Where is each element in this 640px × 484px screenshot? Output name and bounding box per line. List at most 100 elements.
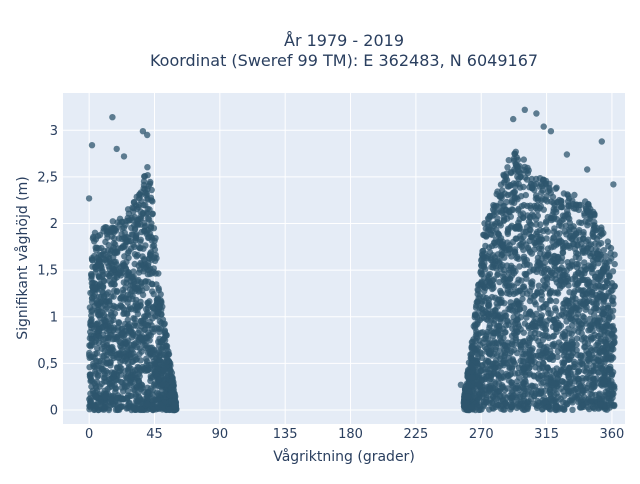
data-point <box>547 271 554 278</box>
data-point <box>511 150 518 157</box>
data-point <box>133 355 140 363</box>
data-point <box>595 339 602 346</box>
data-point <box>119 330 126 338</box>
data-point <box>527 330 534 337</box>
data-point <box>547 128 555 135</box>
data-point <box>543 252 550 260</box>
data-point <box>493 265 500 272</box>
data-point <box>501 386 509 394</box>
data-point <box>477 267 485 275</box>
data-point <box>125 210 133 217</box>
data-point <box>519 358 526 365</box>
data-point <box>543 235 550 242</box>
data-point <box>534 197 542 204</box>
data-point <box>150 225 158 232</box>
data-point <box>133 205 141 213</box>
data-point <box>100 353 108 360</box>
data-point <box>144 131 151 139</box>
data-point <box>599 380 607 387</box>
data-point <box>525 324 533 332</box>
data-point <box>590 226 597 233</box>
data-point <box>105 289 112 296</box>
data-point <box>592 273 599 281</box>
data-point <box>94 373 101 380</box>
data-point <box>555 393 562 401</box>
data-point <box>529 278 536 285</box>
y-tick-labels: 0 0,5 1 1,5 2 2,5 3 <box>37 124 58 419</box>
data-point <box>483 331 491 338</box>
data-point <box>545 378 552 385</box>
data-point <box>89 257 96 264</box>
data-point <box>486 377 493 384</box>
data-point <box>574 280 581 287</box>
data-point <box>107 331 114 338</box>
data-point <box>97 308 104 315</box>
data-point <box>124 373 131 380</box>
data-point <box>523 176 531 183</box>
data-point <box>602 391 609 399</box>
data-point <box>127 237 135 245</box>
data-point <box>145 234 152 242</box>
data-point <box>506 245 513 252</box>
data-point <box>99 323 107 330</box>
data-point <box>544 265 551 273</box>
data-point <box>521 320 529 327</box>
data-point <box>520 156 527 163</box>
data-point <box>551 225 558 232</box>
data-point <box>580 388 587 395</box>
data-point <box>498 369 505 376</box>
data-point <box>531 239 538 246</box>
data-point <box>494 270 502 278</box>
data-point <box>598 323 606 331</box>
data-point <box>160 321 168 328</box>
data-point <box>533 268 540 275</box>
data-point <box>511 346 518 354</box>
data-point <box>519 283 527 291</box>
y-tick-label: 2 <box>50 217 58 232</box>
data-point <box>498 290 505 297</box>
data-point <box>525 167 532 174</box>
data-point <box>149 309 157 317</box>
data-point <box>91 284 99 292</box>
data-point <box>527 180 535 188</box>
data-point <box>517 314 525 321</box>
data-point <box>608 331 616 339</box>
data-point <box>604 321 611 328</box>
data-point <box>115 319 123 327</box>
data-point <box>514 397 521 404</box>
data-point <box>571 191 578 199</box>
data-point <box>100 331 107 339</box>
data-point <box>151 246 159 253</box>
data-point <box>483 316 490 323</box>
data-point <box>589 391 596 398</box>
data-point <box>111 370 118 377</box>
data-point <box>480 398 487 405</box>
data-point <box>91 402 99 409</box>
data-point <box>579 357 586 364</box>
data-point <box>524 244 532 252</box>
data-point <box>121 320 129 328</box>
data-point <box>480 387 488 394</box>
data-point <box>553 398 560 405</box>
data-point <box>93 299 101 306</box>
data-point <box>119 357 126 364</box>
data-point <box>114 271 122 278</box>
data-point <box>581 367 588 374</box>
data-point <box>482 254 490 261</box>
data-point <box>107 358 114 366</box>
data-point <box>550 253 558 260</box>
data-point <box>544 333 551 340</box>
data-point <box>563 380 570 388</box>
data-point <box>492 220 499 227</box>
data-point <box>516 263 523 270</box>
data-point <box>482 366 489 373</box>
data-point <box>141 326 149 333</box>
data-point <box>130 406 137 413</box>
data-point <box>538 180 545 188</box>
data-point <box>94 320 101 327</box>
data-point <box>550 340 558 347</box>
data-point <box>605 310 612 318</box>
data-point <box>146 318 153 326</box>
data-point <box>508 379 515 386</box>
data-point <box>147 374 155 382</box>
